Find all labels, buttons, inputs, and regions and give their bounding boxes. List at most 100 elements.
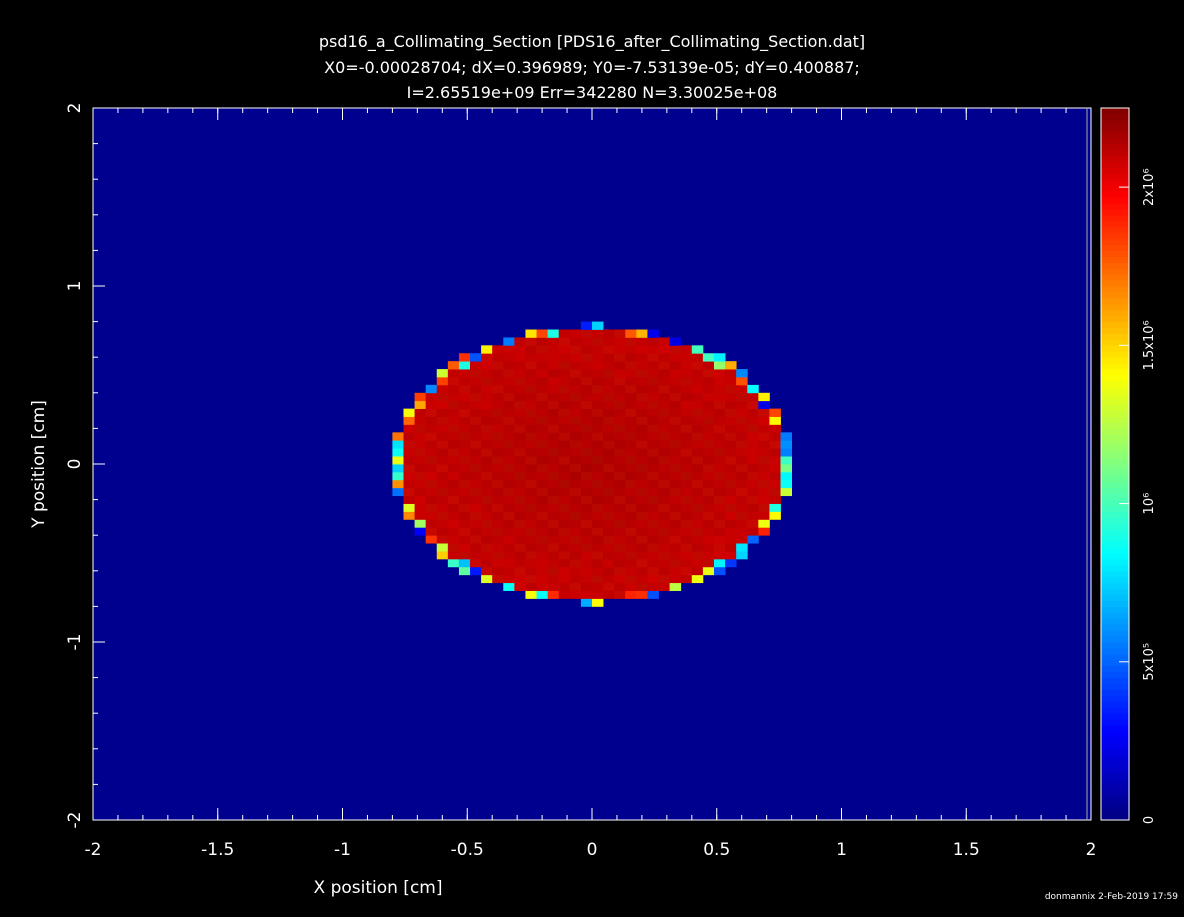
heatmap-cell (669, 361, 682, 370)
heatmap-cell (470, 361, 482, 370)
heatmap-cell (470, 519, 482, 528)
heatmap-cell (580, 566, 593, 576)
heatmap-cell (780, 440, 792, 449)
heatmap-cell (680, 400, 693, 410)
heatmap-cell (636, 416, 648, 425)
heatmap-cell (481, 432, 493, 441)
heatmap-cell (747, 503, 759, 512)
heatmap-cell (414, 432, 427, 441)
heatmap-cell (647, 440, 659, 449)
heatmap-cell (758, 495, 770, 504)
heatmap-cell (580, 574, 593, 584)
heatmap-cell (736, 495, 748, 504)
x-tick-label: 0.5 (703, 840, 730, 860)
heatmap-cell (592, 487, 604, 497)
heatmap-cell (780, 456, 792, 465)
heatmap-cell (647, 471, 659, 481)
heatmap-cell (569, 479, 582, 489)
heatmap-cell (492, 495, 504, 504)
heatmap-cell (736, 432, 748, 441)
colorbar-band (1101, 736, 1129, 744)
colorbar-band (1101, 600, 1129, 607)
heatmap-cell (436, 527, 449, 536)
colorbar-band (1101, 250, 1129, 257)
heatmap-cell (691, 471, 704, 481)
heatmap-cell (470, 495, 482, 504)
heatmap-cell (392, 456, 404, 465)
colorbar-band (1101, 535, 1129, 542)
colorbar-band (1101, 464, 1129, 471)
colorbar-band (1101, 802, 1129, 809)
heatmap-cell (736, 479, 748, 489)
heatmap-cell (702, 519, 715, 528)
heatmap-cell (636, 574, 648, 584)
heatmap-cell (592, 392, 604, 402)
heatmap-cell (592, 345, 604, 354)
heatmap-cell (580, 321, 593, 330)
heatmap-cell (658, 432, 671, 441)
heatmap-cell (558, 566, 571, 576)
heatmap-cell (525, 408, 537, 417)
heatmap-cell (514, 392, 526, 402)
colorbar-band (1101, 226, 1129, 234)
colorbar-band (1101, 558, 1129, 566)
heatmap-cell (403, 440, 415, 449)
heatmap-cell (547, 440, 560, 449)
colorbar-band (1101, 808, 1129, 815)
colorbar-band (1101, 517, 1129, 524)
heatmap-cell (736, 408, 748, 417)
colorbar-band (1101, 612, 1129, 619)
heatmap-cell (558, 519, 571, 528)
heatmap-cell (425, 535, 438, 544)
heatmap-cell (647, 384, 659, 394)
heatmap-cell (492, 376, 504, 386)
heatmap-cell (458, 471, 471, 481)
heatmap-cell (436, 519, 449, 528)
heatmap-cell (569, 535, 582, 544)
heatmap-cell (569, 384, 582, 394)
heatmap-cell (470, 551, 482, 560)
colorbar-band (1101, 208, 1129, 216)
heatmap-cell (713, 503, 726, 512)
heatmap-cell (736, 456, 748, 465)
colorbar-band (1101, 630, 1129, 637)
heatmap-cell (547, 566, 560, 576)
heatmap-cell (669, 345, 682, 354)
colorbar-band (1101, 778, 1129, 785)
heatmap-cell (758, 456, 770, 465)
colorbar-band (1101, 511, 1129, 518)
colorbar-band (1101, 131, 1129, 139)
heatmap-cell (569, 551, 582, 560)
heatmap-cell (481, 440, 493, 449)
heatmap-cell (636, 495, 648, 504)
heatmap-cell (536, 353, 549, 362)
x-tick-label: -0.5 (451, 840, 484, 860)
heatmap-cell (580, 376, 593, 386)
heatmap-cell (503, 495, 515, 504)
colorbar-band (1101, 108, 1129, 115)
heatmap-cell (614, 590, 626, 599)
colorbar-band (1101, 214, 1129, 222)
heatmap-cell (481, 551, 493, 560)
heatmap-cell (403, 479, 415, 489)
heatmap-cell (436, 535, 449, 544)
heatmap-cell (569, 361, 582, 370)
heatmap-cell (658, 448, 671, 457)
heatmap-cell (658, 337, 671, 346)
colorbar-band (1101, 238, 1129, 245)
heatmap-cell (458, 558, 471, 568)
heatmap-cell (736, 424, 748, 433)
heatmap-cell (636, 345, 648, 354)
heatmap-cell (614, 558, 626, 568)
heatmap-cell (691, 574, 704, 584)
heatmap-cell (725, 527, 737, 536)
heatmap-cell (503, 408, 515, 417)
heatmap-cell (669, 432, 682, 441)
heatmap-cell (669, 582, 682, 591)
heatmap-cell (558, 495, 571, 504)
heatmap-cell (669, 337, 682, 346)
heatmap-cell (558, 479, 571, 489)
heatmap-cell (680, 511, 693, 520)
heatmap-cell (592, 566, 604, 576)
heatmap-cell (603, 519, 615, 528)
